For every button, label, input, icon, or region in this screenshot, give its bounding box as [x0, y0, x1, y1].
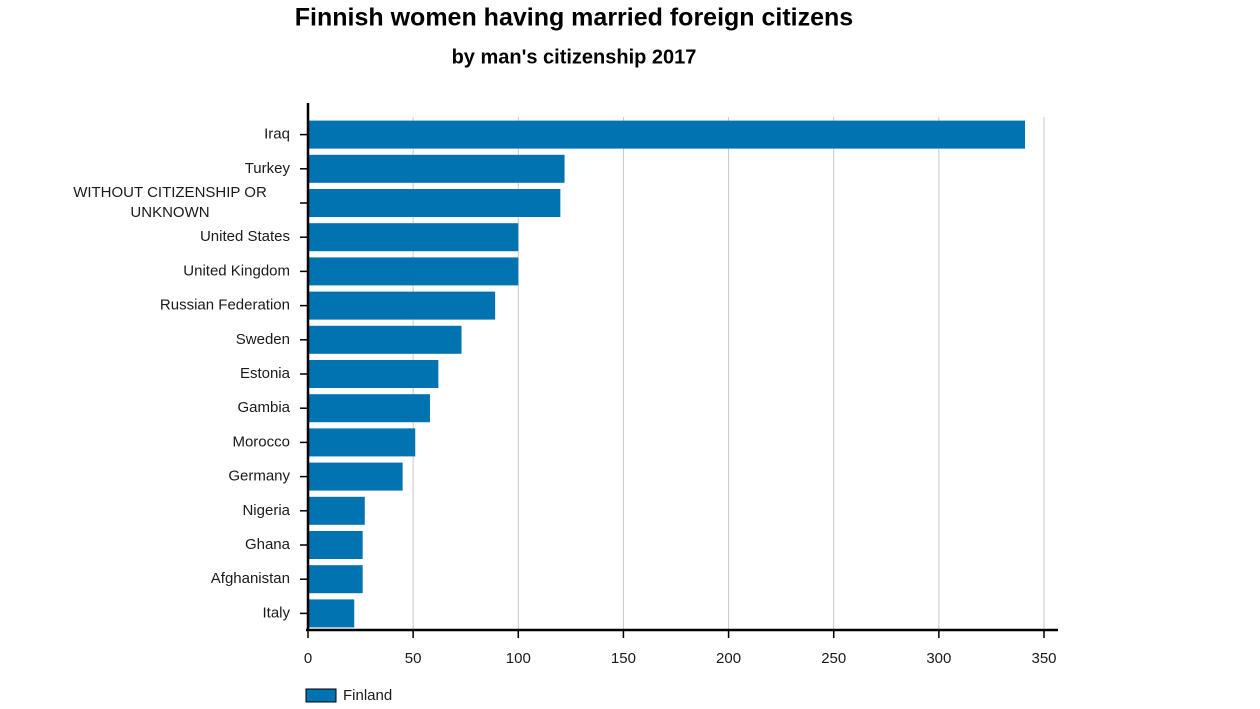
- x-tick-label: 0: [304, 650, 312, 667]
- bar: [308, 120, 1026, 149]
- bar: [308, 223, 519, 252]
- y-tick-label: United Kingdom: [183, 262, 290, 279]
- x-tick-label: 250: [821, 650, 846, 667]
- bar: [308, 291, 496, 320]
- bar: [308, 599, 355, 628]
- x-tick-label: 300: [926, 650, 951, 667]
- y-tick-label: Italy: [262, 604, 290, 621]
- y-tick-label: WITHOUT CITIZENSHIP OR UNKNOWN: [73, 184, 267, 221]
- legend-label: Finland: [343, 687, 392, 704]
- y-tick-label: Nigeria: [242, 502, 290, 519]
- x-tick-label: 100: [506, 650, 531, 667]
- x-tick-label: 50: [405, 650, 422, 667]
- bar: [308, 325, 462, 354]
- bar: [308, 428, 416, 457]
- bar: [308, 394, 430, 423]
- bar: [308, 154, 565, 183]
- y-tick-label: Ghana: [245, 536, 291, 553]
- y-tick-label: United States: [200, 228, 290, 245]
- y-tick-label: Estonia: [240, 365, 291, 382]
- y-tick-label: Germany: [228, 468, 290, 485]
- bar: [308, 257, 519, 286]
- y-tick-label: Morocco: [232, 433, 290, 450]
- y-tick-label: Russian Federation: [160, 297, 290, 314]
- x-tick-label: 200: [716, 650, 741, 667]
- bar: [308, 189, 561, 217]
- bar: [308, 531, 363, 559]
- bar: [308, 496, 365, 525]
- y-tick-label: Turkey: [245, 160, 291, 177]
- bar: [308, 462, 403, 491]
- x-tick-label: 150: [611, 650, 636, 667]
- chart-title: Finnish women having married foreign cit…: [295, 4, 853, 32]
- y-tick-label: Gambia: [237, 399, 290, 416]
- x-tick-label: 350: [1031, 650, 1056, 667]
- y-tick-label: Afghanistan: [211, 570, 290, 587]
- bar: [308, 565, 363, 594]
- y-tick-label: Sweden: [236, 331, 290, 348]
- chart-subtitle: by man's citizenship 2017: [452, 46, 697, 68]
- legend-swatch: [305, 688, 337, 703]
- bar: [308, 360, 439, 388]
- y-tick-label: Iraq: [264, 126, 290, 143]
